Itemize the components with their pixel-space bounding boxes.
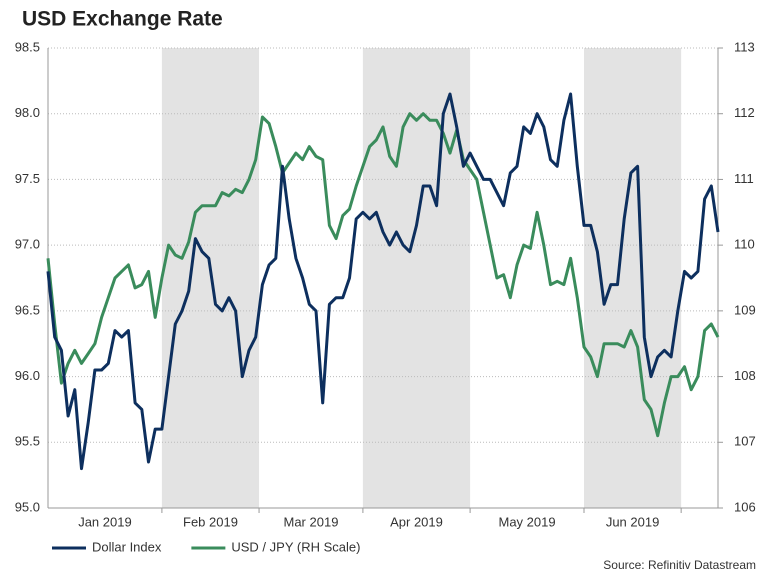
month-band: [584, 48, 682, 508]
y2-tick-label: 112: [734, 105, 755, 120]
y2-tick-label: 113: [734, 39, 755, 54]
x-tick-label: Apr 2019: [390, 514, 443, 529]
y-tick-label: 98.5: [15, 39, 40, 54]
x-tick-label: Mar 2019: [284, 514, 339, 529]
series-line: [46, 92, 720, 471]
y-tick-label: 95.5: [15, 434, 40, 449]
y2-tick-label: 108: [734, 368, 756, 383]
y2-tick-label: 110: [734, 237, 755, 252]
series-line: [46, 112, 720, 438]
legend-label: USD / JPY (RH Scale): [231, 539, 360, 554]
y2-tick-label: 106: [734, 499, 756, 514]
y-tick-label: 96.5: [15, 302, 40, 317]
y-tick-label: 96.0: [15, 368, 40, 383]
y-tick-label: 98.0: [15, 105, 40, 120]
y2-tick-label: 111: [734, 171, 754, 186]
x-tick-label: Jun 2019: [606, 514, 660, 529]
x-tick-label: Jan 2019: [78, 514, 132, 529]
y-tick-label: 97.5: [15, 171, 40, 186]
y-tick-label: 97.0: [15, 237, 40, 252]
month-band: [362, 48, 471, 508]
x-tick-label: May 2019: [499, 514, 556, 529]
x-tick-label: Feb 2019: [183, 514, 238, 529]
y2-tick-label: 107: [734, 434, 756, 449]
source: Source: Refinitiv Datastream: [603, 558, 756, 572]
y-tick-label: 95.0: [15, 499, 40, 514]
y2-tick-label: 109: [734, 302, 756, 317]
background: [48, 47, 718, 509]
chart-title: USD Exchange Rate: [22, 8, 223, 31]
legend-label: Dollar Index: [92, 539, 162, 554]
